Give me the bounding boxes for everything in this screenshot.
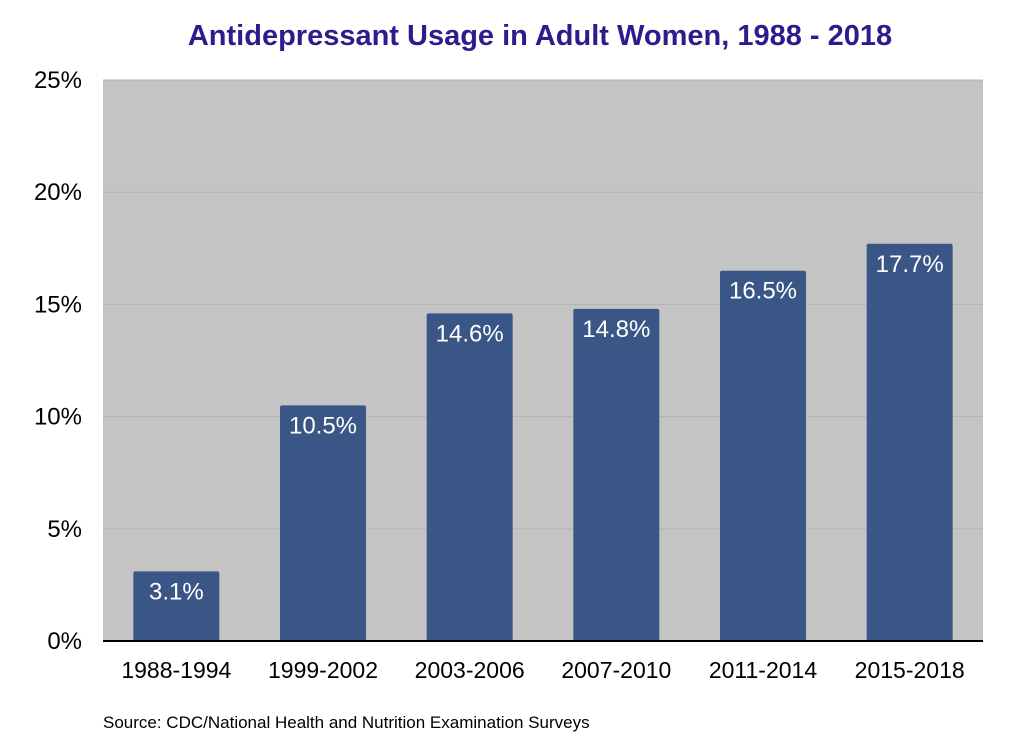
y-tick-label: 5% <box>47 516 82 543</box>
gridlines <box>103 79 983 530</box>
data-label: 10.5% <box>289 412 357 439</box>
bars <box>133 243 953 641</box>
y-tick-label: 25% <box>34 67 82 94</box>
x-tick-label: 1988-1994 <box>121 657 231 683</box>
data-labels: 3.1% 10.5% 14.6% 14.8% 16.5% 17.7% <box>149 251 944 606</box>
y-tick-label: 20% <box>34 179 82 206</box>
chart-title: Antidepressant Usage in Adult Women, 198… <box>188 20 892 52</box>
bar <box>280 405 366 641</box>
y-axis-ticks: 0% 5% 10% 15% 20% 25% <box>34 67 82 655</box>
y-tick-label: 10% <box>34 404 82 431</box>
x-tick-label: 2011-2014 <box>709 657 817 683</box>
bar <box>573 308 660 641</box>
x-tick-label: 2015-2018 <box>855 657 965 683</box>
data-label: 3.1% <box>149 578 204 605</box>
bar <box>866 243 953 641</box>
y-tick-label: 0% <box>47 628 82 655</box>
x-axis-categories: 1988-1994 1999-2002 2003-2006 2007-2010 2011… <box>121 657 964 683</box>
data-label: 14.6% <box>436 320 504 347</box>
plot-area <box>103 80 983 641</box>
bar <box>720 270 806 641</box>
data-label: 14.8% <box>582 316 650 343</box>
bar <box>426 313 513 641</box>
bar <box>133 571 220 641</box>
source-note: Source: CDC/National Health and Nutritio… <box>103 713 590 732</box>
y-tick-label: 15% <box>34 291 82 318</box>
data-label: 16.5% <box>729 278 797 305</box>
x-tick-label: 2007-2010 <box>561 657 671 683</box>
x-tick-label: 2003-2006 <box>415 657 525 683</box>
x-tick-label: 1999-2002 <box>268 657 378 683</box>
data-label: 17.7% <box>876 251 944 278</box>
